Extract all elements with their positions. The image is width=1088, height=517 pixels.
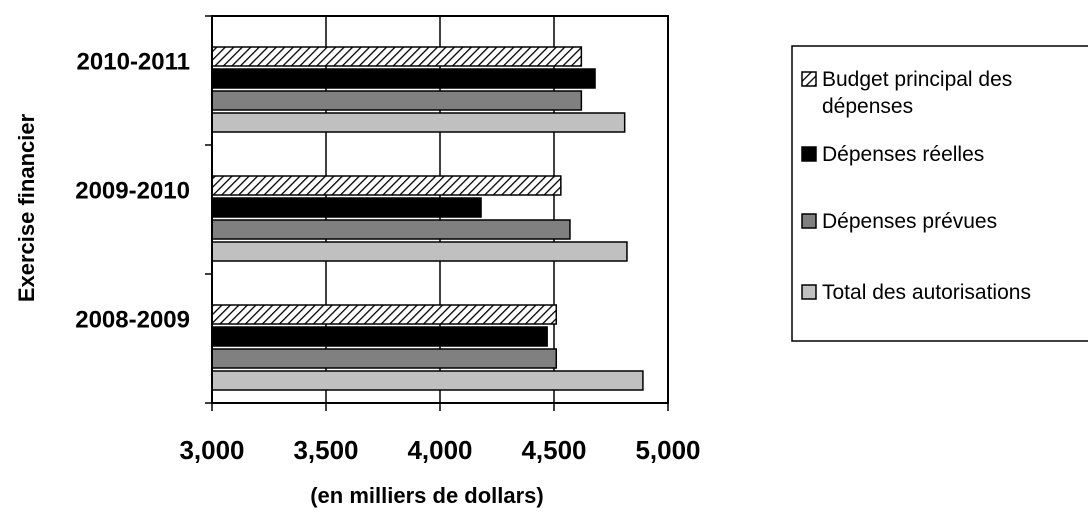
legend-box xyxy=(791,45,1088,342)
legend-label: Budget principal des xyxy=(822,68,1012,91)
legend-swatch xyxy=(801,284,817,300)
legend-label: Total des autorisations xyxy=(822,281,1031,304)
bars xyxy=(211,46,644,391)
x-tick-label: 5,000 xyxy=(635,435,700,465)
bar xyxy=(211,326,548,347)
x-tick-label: 4,000 xyxy=(407,435,472,465)
legend-swatch xyxy=(801,146,817,162)
bar xyxy=(211,241,628,262)
y-axis-title: Exercise financier xyxy=(14,113,39,302)
y-category-label: 2009-2010 xyxy=(75,178,190,205)
x-tick-label: 3,000 xyxy=(179,435,244,465)
bar xyxy=(211,219,571,240)
legend-swatch xyxy=(801,71,817,87)
legend-label: Dépenses prévues xyxy=(822,210,997,233)
x-tick-label: 4,500 xyxy=(521,435,586,465)
legend: Budget principal des dépenses Dépenses rée… xyxy=(791,45,1088,342)
axes: 3,000 3,500 4,000 4,500 5,000 2010-2011 2009-2… xyxy=(75,15,701,465)
y-category-label: 2010-2011 xyxy=(77,49,190,76)
x-axis-title: (en milliers de dollars) xyxy=(310,483,544,508)
bar xyxy=(211,46,583,67)
legend-label: Dépenses réelles xyxy=(822,143,984,166)
legend-label: dépenses xyxy=(822,95,913,118)
bar xyxy=(211,370,644,391)
bar xyxy=(211,197,482,218)
bar xyxy=(211,112,626,133)
bar xyxy=(211,175,562,196)
x-tick-label: 3,500 xyxy=(293,435,358,465)
legend-swatch xyxy=(801,213,817,229)
bar xyxy=(211,304,558,325)
bar xyxy=(211,348,558,369)
y-category-label: 2008-2009 xyxy=(75,307,190,334)
bar xyxy=(211,90,583,111)
bar xyxy=(211,68,596,89)
